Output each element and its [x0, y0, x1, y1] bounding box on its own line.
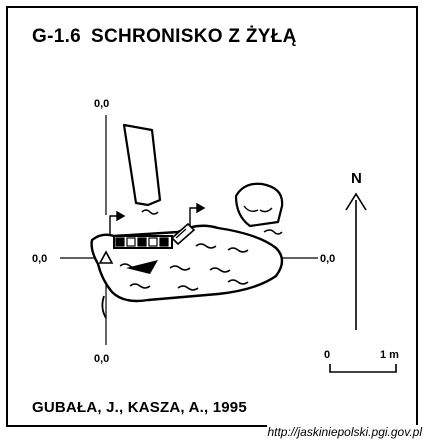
scale-bar — [329, 364, 397, 373]
upper-passage-floor-mark — [141, 209, 159, 215]
grid-label-right: 0,0 — [320, 253, 336, 265]
scale-start-label: 0 — [324, 349, 331, 361]
grid-label-left: 0,0 — [32, 253, 48, 265]
entrance-rubble — [113, 222, 196, 249]
lower-exit-mark — [101, 295, 107, 319]
north-arrow-icon — [345, 192, 367, 330]
side-chamber-inner-mark — [243, 205, 273, 213]
source-url-link[interactable]: http://jaskiniepolski.pgi.gov.pl — [267, 425, 422, 439]
upper-passage-outline — [122, 123, 162, 207]
grid-label-bottom: 0,0 — [94, 353, 110, 365]
scale-end-label: 1 m — [380, 349, 399, 361]
cave-code: G-1.6 — [32, 26, 82, 47]
side-chamber-outline — [234, 182, 284, 228]
datum-triangle-icon — [98, 250, 114, 264]
grid-lines — [60, 115, 318, 345]
vein-wedge — [126, 260, 158, 274]
section-arrows — [109, 202, 206, 238]
side-chamber-floor-mark — [263, 229, 283, 235]
grid-label-top: 0,0 — [94, 98, 110, 110]
map-frame — [6, 6, 418, 427]
cave-name: SCHRONISKO Z ŻYŁĄ — [91, 26, 297, 47]
north-label: N — [351, 170, 362, 187]
map-title: G-1.6 SCHRONISKO Z ŻYŁĄ — [32, 26, 297, 48]
authors-credit: GUBAŁA, J., KASZA, A., 1995 — [32, 399, 247, 416]
